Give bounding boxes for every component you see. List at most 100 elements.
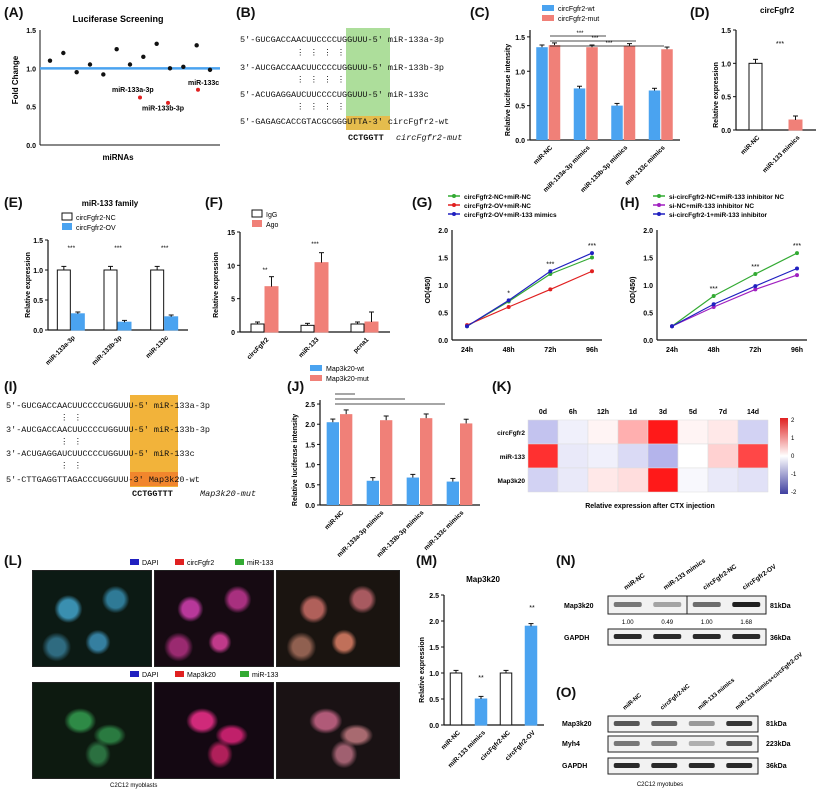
sig-marker: **	[262, 267, 268, 274]
bar	[56, 269, 71, 331]
panel-c-ylabel: Relative luciferase intensity	[505, 44, 512, 136]
lane-label: miR-NC	[622, 692, 643, 711]
sig-marker: ***	[793, 243, 801, 250]
svg-text:⋮ ⋮: ⋮ ⋮	[60, 413, 82, 423]
x-tick-label: 96h	[586, 347, 598, 354]
band	[613, 602, 642, 607]
data-point-red	[138, 95, 142, 100]
y-tick-label: 1.5	[721, 28, 731, 35]
panel-o-protein-1: Myh4	[562, 741, 580, 748]
bar	[623, 45, 636, 140]
bar	[103, 269, 118, 331]
x-tick-label: miR-133	[298, 336, 321, 359]
band	[688, 763, 715, 768]
series-point	[465, 324, 469, 329]
panel-e-chart: miR-133 family circFgfr2-NC circFgfr2-OV…	[25, 199, 188, 367]
heatmap-cell	[557, 443, 589, 469]
sig-marker: ***	[710, 286, 718, 293]
bar	[364, 321, 379, 333]
y-tick-label: 2.0	[305, 422, 315, 429]
bar	[548, 45, 561, 140]
bar	[264, 286, 279, 333]
bar	[420, 418, 433, 505]
panel-n: Map3k20 GAPDH 81kDa 36kDa miR-NC 1.00 miR-…	[560, 540, 826, 650]
legend-swatch-ago	[252, 220, 262, 227]
panel-f: IgG Ago Relative expression 0 5 10 15 circFg…	[200, 190, 400, 370]
lane-label: miR-133 mimics	[662, 557, 707, 591]
micrograph-merge-1	[276, 570, 400, 667]
x-tick-label: miR-NC	[532, 144, 554, 166]
color-scale-label: 1	[791, 436, 795, 442]
series-point	[590, 269, 594, 274]
x-tick-label: 48h	[503, 347, 515, 354]
bar	[366, 480, 379, 505]
lane-label: circFgfr2-NC	[702, 563, 739, 591]
svg-text:⋮ ⋮ ⋮ ⋮: ⋮ ⋮ ⋮ ⋮	[296, 102, 345, 112]
x-tick-label: miR-133c	[145, 334, 171, 360]
sig-marker: ***	[68, 245, 76, 252]
legend-swatch-igg	[251, 209, 263, 218]
series-point	[506, 298, 511, 303]
x-tick-label: 72h	[749, 347, 761, 354]
panel-e-legend-1: circFgfr2-OV	[76, 225, 116, 232]
panel-i: 5'-GUCGACCAACUUCCCCUGGUUU-5' miR-133a-3p…	[0, 390, 300, 530]
panel-b-row: 5'-GAGAGCACCGTACGCGGGUTTA-3' circFgfr2-w…	[240, 117, 449, 127]
panel-j-legend-0: Map3k20-wt	[326, 366, 364, 373]
svg-text:⋮ ⋮ ⋮ ⋮: ⋮ ⋮ ⋮ ⋮	[296, 48, 345, 58]
panel-m-ylabel: Relative expression	[419, 637, 426, 703]
y-tick-label: 0.0	[429, 723, 439, 730]
y-tick-label: 0.0	[643, 338, 653, 345]
sig-marker: ***	[776, 41, 784, 48]
blot-strip	[607, 715, 759, 733]
panel-b-mut: circFgfr2-mut	[396, 133, 462, 143]
band	[692, 634, 721, 639]
panel-l: DAPI circFgfr2 miR-133 DAPI Map3k20 miR-…	[30, 555, 408, 790]
data-point	[101, 72, 106, 77]
heatmap-col-label: 14d	[747, 409, 759, 416]
series-point	[670, 324, 674, 329]
lane-label: circFgfr2-NC	[660, 683, 692, 711]
bar	[474, 698, 488, 726]
legend-swatch-nc	[61, 212, 73, 221]
bar	[314, 262, 329, 333]
y-tick-label: 1.5	[429, 645, 439, 652]
panel-a-label: (A)	[4, 4, 24, 20]
panel-c-chart: circFgfr2-wt circFgfr2-mut Relative luci…	[505, 5, 680, 194]
band-quant: 1.00	[622, 620, 634, 626]
series-point	[548, 287, 553, 292]
micrograph-dapi-map3k20	[32, 682, 152, 779]
legend-marker	[452, 212, 456, 216]
series-point	[795, 266, 799, 271]
legend-label: si-circFgfr2-NC+miR-133 inhibitor NC	[669, 194, 784, 201]
series-point	[711, 302, 716, 307]
band	[613, 763, 640, 768]
band	[732, 602, 761, 607]
bar	[350, 323, 365, 333]
panel-i-mut: Map3k20-mut	[200, 489, 256, 499]
panel-o-size-0: 81kDa	[766, 721, 787, 728]
panel-j-legend-1: Map3k20-mut	[326, 376, 369, 383]
panel-e-ylabel: Relative expression	[25, 252, 32, 318]
panel-d: circFgfr2 Relative expression 0.0 0.5 1.0 1…	[690, 0, 826, 180]
panel-h-chart: OD(450) 2.0 1.5 1.0 0.5 0.0 24h 48h 72h 96h si-ci…	[630, 194, 807, 354]
sig-marker: **	[529, 605, 535, 612]
heatmap-cell	[527, 443, 559, 469]
y-tick-label: 1.0	[721, 61, 731, 68]
heatmap-cell	[617, 467, 649, 493]
y-tick-label: 1.0	[429, 671, 439, 678]
bar	[406, 477, 419, 505]
panel-a-chart: Luciferase Screening Fold Change miRNAs …	[11, 14, 220, 162]
panel-b-mut-highlight	[346, 116, 390, 130]
legend-marker	[452, 203, 456, 207]
micrograph-circfgfr2	[154, 570, 274, 667]
data-point	[154, 41, 159, 46]
y-tick-label: 1.5	[26, 28, 36, 35]
band	[688, 741, 715, 746]
y-tick-label: 0.0	[305, 503, 315, 510]
sig-marker: ***	[576, 31, 584, 37]
bar	[536, 47, 548, 140]
panel-i-row: 3'-AUCGACCAACUUCCCCUGGUUU-5' miR-133b-3p	[6, 425, 210, 435]
y-tick-label: 0.5	[305, 483, 315, 490]
heatmap-cell	[707, 419, 739, 445]
data-point	[167, 66, 173, 71]
